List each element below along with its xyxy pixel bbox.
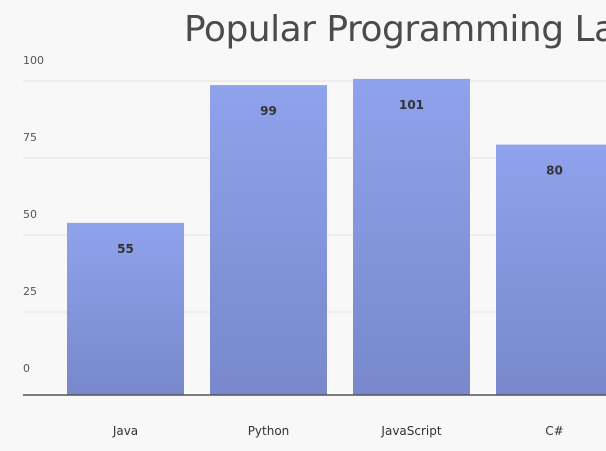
x-tick-label: C# (545, 424, 563, 438)
x-tick-label: JavaScript (380, 424, 441, 438)
y-tick-label: 50 (23, 208, 37, 221)
bar-java (67, 222, 184, 395)
bar-c- (496, 144, 606, 395)
x-tick-label: Java (112, 424, 138, 438)
data-label: 99 (260, 104, 277, 118)
data-label: 80 (546, 164, 563, 178)
y-tick-label: 100 (23, 54, 44, 67)
x-tick-label: Python (248, 424, 290, 438)
bar-python (210, 85, 327, 395)
y-tick-label: 0 (23, 362, 30, 375)
data-label: 101 (399, 98, 424, 112)
chart-title: Popular Programming La (184, 9, 606, 50)
bar-javascript (353, 78, 470, 396)
y-tick-label: 75 (23, 131, 37, 144)
data-label: 55 (117, 242, 134, 256)
y-tick-label: 25 (23, 285, 37, 298)
